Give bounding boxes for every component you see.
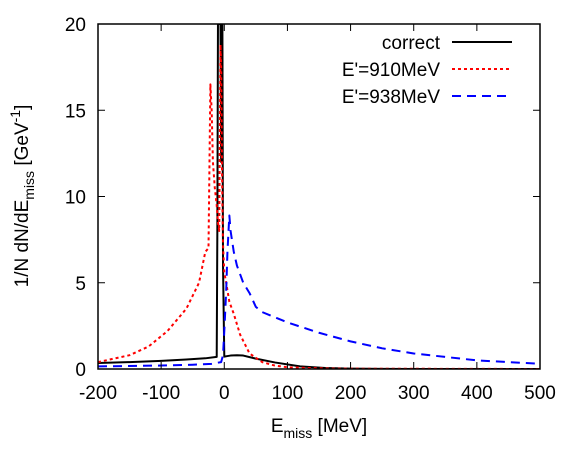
y-tick-label: 20 — [65, 15, 86, 36]
x-axis-label-rest: [MeV] — [312, 416, 367, 437]
legend: correct E'=910MeV E'=938MeV — [342, 33, 512, 108]
y-axis-label-mid: [GeV — [12, 122, 33, 171]
series-line-0 — [98, 24, 540, 369]
x-tick-label: 400 — [461, 383, 493, 404]
x-tick-label: 300 — [398, 383, 430, 404]
x-tick-label: 500 — [524, 383, 556, 404]
y-axis-label-sup: -1 — [7, 110, 23, 123]
y-axis-label-pre: 1/N dN/dE — [12, 200, 33, 288]
x-tick-label: 200 — [335, 383, 367, 404]
y-axis-label-sub: miss — [21, 171, 37, 200]
x-tick-label: -200 — [79, 383, 117, 404]
x-tick-label: 100 — [272, 383, 304, 404]
x-axis-label-sub: miss — [284, 425, 313, 441]
x-axis-label-main: E — [271, 416, 284, 437]
legend-label-1: E'=910MeV — [342, 60, 440, 81]
x-tick-label: -100 — [142, 383, 180, 404]
plot-frame — [97, 23, 541, 370]
series-line-2 — [98, 214, 540, 368]
legend-label-2: E'=938MeV — [342, 87, 440, 108]
y-tick-label: 5 — [75, 274, 86, 295]
y-axis-label-post: ] — [12, 105, 33, 110]
series-line-1 — [98, 43, 540, 369]
y-tick-label: 0 — [75, 360, 86, 381]
y-tick-label: 15 — [65, 101, 86, 122]
series-layer — [98, 24, 540, 369]
legend-label-0: correct — [382, 33, 441, 54]
y-axis-label: 1/N dN/dEmiss [GeV-1] — [7, 105, 37, 288]
x-axis-label: Emiss [MeV] — [271, 416, 367, 441]
x-tick-label: 0 — [219, 383, 230, 404]
ticks-layer: -200 -100 0 100 200 300 400 500 0 5 10 15 20 — [65, 15, 556, 404]
y-tick-label: 10 — [65, 188, 86, 209]
plot-area: -200 -100 0 100 200 300 400 500 0 5 10 15 20 — [65, 15, 556, 404]
